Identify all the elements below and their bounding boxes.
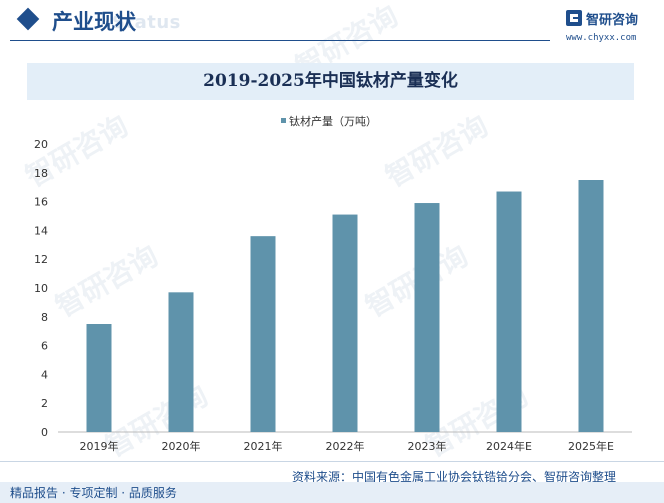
- footer-divider: [0, 461, 664, 462]
- brand-name: 智研咨询: [586, 13, 639, 28]
- brand-url[interactable]: www.chyxx.com: [566, 33, 637, 43]
- y-tick-label: 10: [34, 282, 48, 295]
- header-divider: [10, 40, 550, 41]
- bar: [332, 214, 358, 432]
- x-tick-label: 2024年E: [486, 439, 532, 453]
- legend-swatch: [281, 118, 286, 123]
- header: Status 产业现状 智研咨询 www.chyxx.com: [0, 0, 664, 44]
- bottom-band: [0, 482, 664, 503]
- x-tick-label: 2021年: [244, 439, 283, 453]
- bar: [414, 203, 440, 432]
- x-tick-label: 2020年: [162, 439, 201, 453]
- y-tick-label: 14: [34, 224, 48, 237]
- y-tick-label: 6: [41, 340, 48, 353]
- bar: [168, 292, 194, 432]
- y-tick-label: 2: [41, 397, 48, 410]
- y-tick-label: 4: [41, 368, 48, 381]
- x-tick-label: 2025年E: [568, 439, 614, 453]
- y-tick-label: 12: [34, 253, 48, 266]
- source-note: 资料来源：中国有色金属工业协会钛锆铪分会、智研咨询整理: [292, 470, 617, 484]
- bar: [496, 191, 522, 432]
- bar: [86, 324, 112, 432]
- bar: [250, 236, 276, 432]
- section-watermark: Status: [112, 12, 181, 33]
- y-tick-label: 20: [34, 138, 48, 151]
- bar: [578, 180, 604, 432]
- brand: 智研咨询 www.chyxx.com: [566, 9, 662, 43]
- brand-logo-icon: [566, 10, 582, 26]
- y-tick-label: 18: [34, 167, 48, 180]
- section-title: 产业现状: [52, 10, 136, 34]
- chart-legend: 钛材产量（万吨）: [281, 113, 377, 128]
- y-tick-label: 0: [41, 426, 48, 439]
- y-tick-label: 16: [34, 196, 48, 209]
- x-tick-label: 2022年: [326, 439, 365, 453]
- chart-title: 2019-2025年中国钛材产量变化: [203, 71, 458, 91]
- chart-title-band: 2019-2025年中国钛材产量变化: [27, 63, 634, 100]
- services-tagline: 精品报告 · 专项定制 · 品质服务: [10, 486, 177, 500]
- x-tick-label: 2023年: [408, 439, 447, 453]
- x-tick-label: 2019年: [80, 439, 119, 453]
- y-tick-label: 8: [41, 311, 48, 324]
- legend-label: 钛材产量（万吨）: [289, 115, 377, 128]
